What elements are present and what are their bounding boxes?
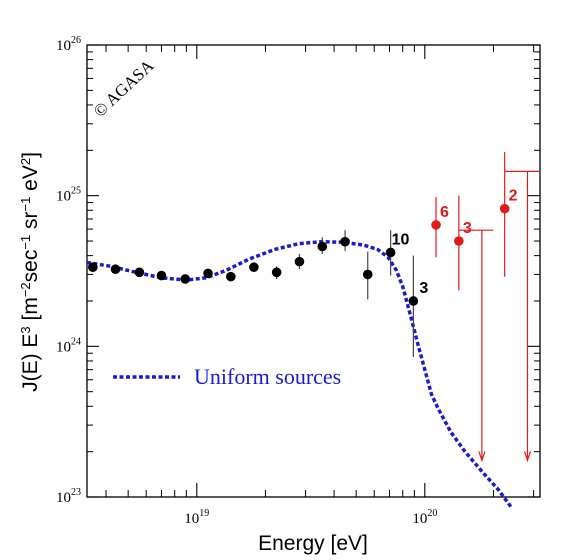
red-event-count-label: 6 [440,204,449,221]
x-tick-exponent: 20 [427,508,437,519]
y-axis-title-sr: sr [19,212,42,235]
data-point [134,267,145,278]
y-tick-base: 10 [56,490,71,506]
upper-limits [458,170,539,463]
y-tick-exponent: 24 [71,336,81,347]
event-count-label: 10 [392,231,410,248]
y-tick-exponent: 23 [71,487,81,498]
uniform-sources-curve [86,239,513,509]
y-tick-exponent: 25 [71,186,81,197]
y-axis-title-sec: sec [19,250,42,283]
data-point [362,269,373,280]
y-tick-base: 10 [56,339,71,355]
legend-label-uniform-sources: Uniform sources [194,364,341,389]
y-tick-base: 10 [56,189,71,205]
red-data-point [454,236,464,246]
y-axis-title-exp-m1a: −1 [18,235,33,250]
data-point [249,262,259,273]
legend: Uniform sources [113,364,341,389]
y-axis-title-exp-m2: −2 [18,282,33,297]
y-axis-title: J(E) E3 [m−2sec−1 sr−1 eV2] [18,152,43,392]
red-event-count-label: 2 [509,188,518,205]
x-tick-exponent: 19 [199,508,209,519]
upper-limit-arrow-head [478,451,486,463]
minor-ticks [87,45,540,497]
data-point [385,247,396,258]
upper-limit-arrow-head [523,451,532,463]
y-tick-label: 1024 [56,336,81,355]
y-axis-title-exp-m1b: −1 [18,197,33,212]
agasa-watermark: © AGASA [90,56,158,121]
data-point [271,267,282,278]
y-tick-label: 1025 [56,186,81,205]
data-point [203,268,213,279]
y-tick-exponent: 26 [71,35,81,46]
data-points [88,203,510,306]
data-point [317,241,328,252]
y-axis-title-prefix: J(E) E [19,334,42,392]
x-tick-label: 1019 [184,508,209,527]
y-tick-label: 1026 [56,35,81,54]
red-event-count-label: 3 [463,220,472,237]
x-tick-base: 10 [412,511,427,527]
y-axis-title-exp-3: 3 [18,326,33,333]
y-axis-title-ev: eV [19,165,42,197]
data-point [110,264,121,275]
event-count-label: 3 [419,280,428,297]
uniform-sources-curve-line [86,239,513,509]
data-point [156,270,167,281]
y-axis-title-close: ] [19,152,42,158]
plot-frame [86,44,541,498]
y-tick-label: 1023 [56,487,81,506]
y-axis-title-exp-2: 2 [18,158,33,165]
data-point [226,271,236,282]
red-data-point [431,220,441,230]
major-ticks [87,44,540,498]
y-axis-title-open: [m [19,297,42,326]
x-axis-title: Energy [eV] [258,532,368,555]
red-data-point [499,203,510,214]
x-tick-label: 1020 [412,508,437,527]
data-point [180,274,191,284]
x-tick-base: 10 [184,511,199,527]
data-point [294,256,305,267]
data-point [408,296,419,306]
data-point [88,262,98,273]
y-tick-base: 10 [56,38,71,54]
data-point [340,236,350,247]
